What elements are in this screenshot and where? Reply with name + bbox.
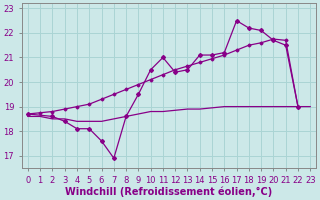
X-axis label: Windchill (Refroidissement éolien,°C): Windchill (Refroidissement éolien,°C) (65, 186, 273, 197)
